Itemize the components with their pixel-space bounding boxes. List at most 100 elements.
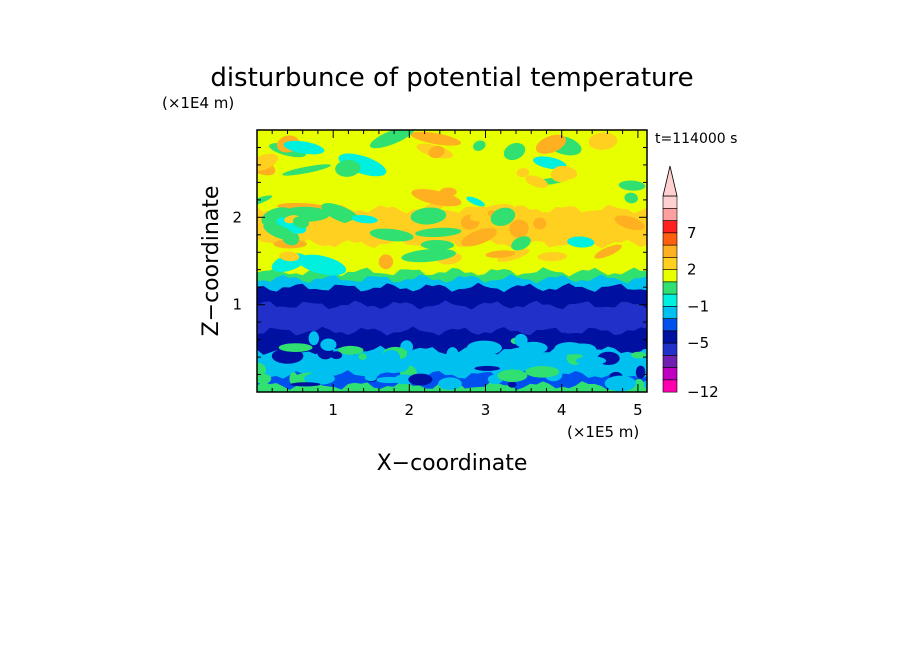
colorbar-label: −12 <box>687 383 719 401</box>
y-axis-title: Z−coordinate <box>199 186 224 337</box>
contour-cell <box>308 331 319 346</box>
contour-cell <box>525 366 560 378</box>
contour-cell <box>466 196 485 207</box>
contour-cell <box>410 207 447 225</box>
contour-cell <box>271 348 304 364</box>
colorbar-extend-arrow <box>662 165 678 197</box>
contour-cell <box>408 373 433 386</box>
contour-cell <box>369 130 415 149</box>
contour-cell <box>614 215 645 231</box>
contour-cell <box>263 223 295 241</box>
colorbar-swatch <box>662 305 678 319</box>
colorbar-swatch <box>662 318 678 332</box>
contour-cell <box>519 341 548 354</box>
contour-cell <box>358 353 367 360</box>
contour-cell <box>438 377 462 390</box>
contour-cell <box>279 251 300 262</box>
colorbar-swatch <box>662 342 678 356</box>
colorbar-swatch <box>662 354 678 368</box>
contour-cell <box>410 131 461 146</box>
contour-cell <box>337 345 364 355</box>
colorbar-label: 7 <box>687 224 697 242</box>
contour-cell <box>356 336 386 342</box>
contour-cell <box>364 373 377 382</box>
contour-cell <box>420 239 455 250</box>
colorbar-label: −1 <box>687 297 709 315</box>
contour-cell <box>414 350 430 360</box>
contour-cell <box>588 132 618 150</box>
contour-cell <box>348 359 359 365</box>
contour-field <box>257 130 647 392</box>
colorbar-label: −5 <box>687 334 709 352</box>
contour-cell <box>497 369 528 383</box>
contour-cell <box>509 219 529 238</box>
colorbar-swatch <box>662 367 678 381</box>
colorbar-swatch <box>662 195 678 209</box>
contour-cell <box>633 379 645 391</box>
contour-cell <box>516 168 530 178</box>
contour-cell <box>466 340 502 356</box>
contour-cell <box>635 365 646 379</box>
contour-cell <box>473 140 486 151</box>
contour-cell <box>415 227 462 238</box>
colorbar-swatch <box>662 208 678 221</box>
time-label: t=114000 s <box>655 131 737 147</box>
colorbar-swatch <box>662 281 678 295</box>
contour-cell <box>474 365 501 371</box>
contour-cell <box>283 140 325 155</box>
x-tick-label: 3 <box>481 401 491 419</box>
plot-frame <box>256 129 648 393</box>
axis-ticks: 1 2 3 4 5 1 2 <box>232 130 647 419</box>
contour-cell <box>382 350 401 365</box>
colorbar-swatch <box>662 269 678 283</box>
contour-cell <box>321 203 361 225</box>
contour-cell <box>428 145 445 159</box>
contour-cell <box>369 228 414 242</box>
contour-cell <box>624 192 638 204</box>
contour-cell <box>437 357 459 373</box>
chart-title: disturbunce of potential temperature <box>210 63 693 93</box>
contour-cell <box>257 362 267 377</box>
contour-cell <box>298 254 347 276</box>
contour-cell <box>537 251 567 262</box>
y-tick-label: 2 <box>232 208 242 226</box>
contour-cell <box>304 372 335 385</box>
contour-cell <box>604 375 637 392</box>
contour-cell <box>335 159 361 177</box>
contour-cell <box>378 254 394 270</box>
x-tick-label: 5 <box>633 401 643 419</box>
contour-cell <box>485 250 516 258</box>
contour-cell <box>320 338 337 351</box>
contour-cell <box>533 217 547 230</box>
contour-cell <box>507 381 517 388</box>
contour-cell <box>257 153 279 172</box>
contour-cell <box>535 134 567 154</box>
contour-cell <box>461 227 498 247</box>
contour-cell <box>351 214 378 224</box>
y-unit-label: (×1E4 m) <box>162 94 234 112</box>
contour-cell <box>616 343 647 350</box>
contour-cell <box>497 248 530 262</box>
contour-cell <box>338 153 387 177</box>
contour-cell <box>282 164 331 176</box>
contour-cell <box>575 356 607 366</box>
contour-cell <box>591 215 615 225</box>
contour-cell <box>550 167 572 183</box>
x-tick-label: 1 <box>328 401 338 419</box>
colorbar-swatch <box>662 293 678 307</box>
contour-cell <box>490 207 516 226</box>
contour-cell <box>411 189 462 207</box>
y-tick-label: 1 <box>232 296 242 314</box>
x-tick-label: 4 <box>557 401 567 419</box>
contour-cell <box>292 216 309 229</box>
contour-cell <box>290 382 321 387</box>
colorbar-label: 2 <box>687 261 697 279</box>
colorbar-swatch <box>662 232 678 246</box>
colorbar-swatch <box>662 379 678 393</box>
contour-cell <box>511 236 531 251</box>
colorbar-swatch <box>662 244 678 258</box>
contour-cell <box>618 180 646 191</box>
x-axis-title: X−coordinate <box>377 451 528 476</box>
contour-cell <box>558 332 570 343</box>
